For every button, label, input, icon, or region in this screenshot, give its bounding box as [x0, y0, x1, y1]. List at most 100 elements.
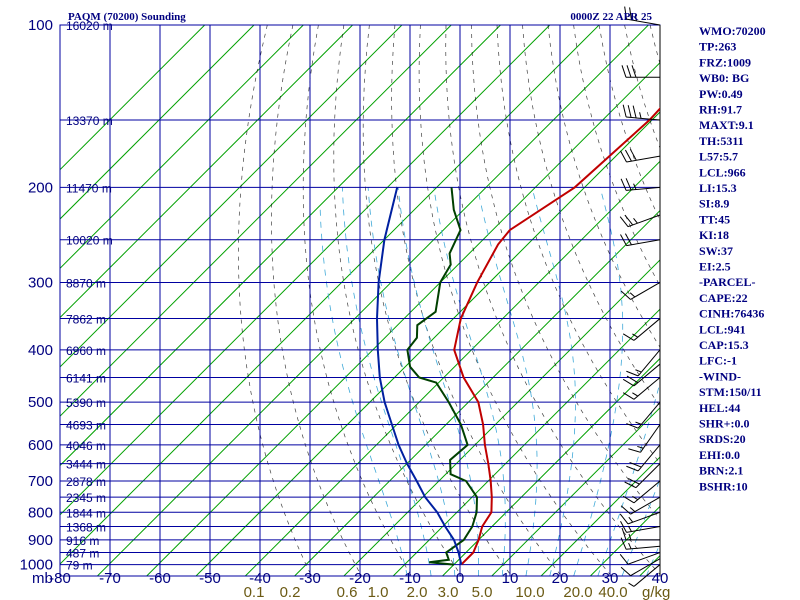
- wind-barb-shaft: [627, 214, 661, 228]
- temperature-tick-label: 40: [652, 570, 669, 587]
- mixing-ratio-tick-label: 20.0: [563, 584, 592, 600]
- wind-barb: [624, 463, 661, 489]
- wind-barb-half-feather: [633, 217, 638, 224]
- stability-index: PW:0.49: [699, 87, 743, 101]
- wind-barb-half-feather: [639, 112, 642, 119]
- wind-barb: [621, 65, 660, 78]
- wind-barb-feather: [626, 370, 639, 377]
- wind-barb-feather: [620, 566, 631, 577]
- wind-barb-shaft: [626, 186, 661, 191]
- wind-barb-half-feather: [634, 14, 637, 21]
- wind-barb-feather: [624, 233, 632, 245]
- wind-barb-shaft: [637, 401, 661, 429]
- wind-barb-feather: [620, 537, 627, 550]
- stability-index: LCL:941: [699, 322, 746, 336]
- stability-index: -PARCEL-: [699, 275, 755, 289]
- wind-barb-shaft: [633, 480, 661, 504]
- moist-adiabat-line: [367, 187, 456, 576]
- height-tick-label: 916 m: [66, 534, 99, 548]
- grid-lines: [59, 24, 661, 577]
- wind-barb-shaft: [626, 116, 661, 121]
- dry-adiabat-line: [271, 25, 362, 576]
- wind-barb-half-feather: [629, 507, 636, 513]
- wind-barb: [622, 318, 661, 341]
- wind-barb-shaft: [626, 239, 661, 247]
- height-tick-label: 3444 m: [66, 458, 106, 472]
- temperature-tick-label: 20: [552, 570, 569, 587]
- stability-index: RH:91.7: [699, 103, 742, 117]
- pressure-tick-label: 800: [28, 504, 53, 521]
- wind-barb: [619, 511, 661, 525]
- height-tick-label: 16020 m: [66, 19, 113, 33]
- isotherm-line: [392, 308, 660, 576]
- wind-barb: [621, 527, 660, 541]
- temperature-line: [453, 107, 660, 566]
- wind-barb-shaft: [630, 496, 661, 515]
- wind-barb-half-feather: [629, 292, 636, 298]
- pressure-tick-label: 100: [28, 17, 53, 34]
- wind-barb-feather: [626, 375, 639, 384]
- height-tick-label: 4693 m: [66, 418, 106, 432]
- wind-barb-shaft: [633, 564, 661, 587]
- stability-index: KI:18: [699, 228, 729, 242]
- stability-index: TP:263: [699, 40, 736, 54]
- wind-barb-feather: [624, 6, 628, 20]
- wind-barb-shaft: [630, 558, 661, 577]
- pressure-tick-label: 400: [28, 342, 53, 359]
- wind-barb-feather: [619, 513, 629, 525]
- wind-barb: [622, 104, 661, 121]
- wind-barb: [628, 564, 661, 587]
- height-tick-label: 8870 m: [66, 276, 106, 290]
- dry-adiabat-line: [302, 25, 412, 576]
- isotherm-line: [244, 160, 660, 576]
- moist-adiabat-line: [477, 187, 538, 576]
- dry-adiabat-line: [547, 25, 660, 348]
- mixing-ratio-unit-label: g/kg: [642, 584, 670, 600]
- wind-barb-half-feather: [637, 445, 644, 449]
- wind-barb-half-feather: [635, 369, 642, 373]
- isotherm-line: [195, 111, 660, 576]
- stability-index: BRN:2.1: [699, 464, 743, 478]
- wind-barb-shaft: [640, 424, 661, 453]
- stability-index: CAP:15.3: [699, 338, 749, 352]
- wind-barb-half-feather: [628, 582, 635, 587]
- wind-barb-half-feather: [632, 333, 639, 338]
- wind-barb: [620, 233, 661, 247]
- dry-adiabat-line: [471, 25, 660, 520]
- wind-barb-feather: [629, 461, 642, 468]
- height-tick-label: 2878 m: [66, 475, 106, 489]
- wind-barb-feather: [627, 105, 632, 118]
- dry-adiabat-line: [752, 25, 800, 576]
- stability-index: SRDS:20: [699, 432, 746, 446]
- temperature-tick-label: 0: [456, 570, 464, 587]
- pressure-tick-label: 300: [28, 274, 53, 291]
- wind-barb: [619, 552, 661, 565]
- wind-barb-shaft: [626, 525, 661, 533]
- wind-barb-shaft: [633, 377, 661, 400]
- chart-title: PAQM (70200) Sounding: [68, 11, 186, 23]
- wind-barb-feather: [620, 521, 627, 533]
- wind-barb-half-feather: [628, 533, 632, 541]
- wind-barb-shaft: [637, 444, 661, 472]
- pressure-unit-label: mb: [32, 570, 53, 587]
- temperature-tick-label: -80: [49, 570, 71, 587]
- height-tick-label: 13370 m: [66, 114, 113, 128]
- wind-barb-shaft: [626, 545, 661, 550]
- pressure-tick-label: 700: [28, 473, 53, 490]
- height-tick-label: 1844 m: [66, 506, 106, 520]
- isotherm-line: [60, 25, 501, 467]
- mixing-ratio-tick-label: 3.0: [438, 584, 459, 600]
- wind-barb-feather: [622, 104, 627, 118]
- wind-barb-shaft: [627, 552, 661, 565]
- stability-index: SI:8.9: [699, 197, 729, 211]
- wind-barb-shaft: [635, 463, 661, 489]
- isotherm-line: [60, 25, 206, 171]
- temperature-tick-label: 10: [502, 570, 519, 587]
- sounding-series: [375, 107, 660, 566]
- wind-barb-feather: [620, 234, 627, 246]
- wind-barb: [624, 6, 661, 26]
- wind-barb: [628, 424, 661, 453]
- mixing-ratio-tick-label: 1.0: [368, 584, 389, 600]
- isotherm-line: [60, 25, 255, 220]
- height-tick-label: 7862 m: [66, 313, 106, 327]
